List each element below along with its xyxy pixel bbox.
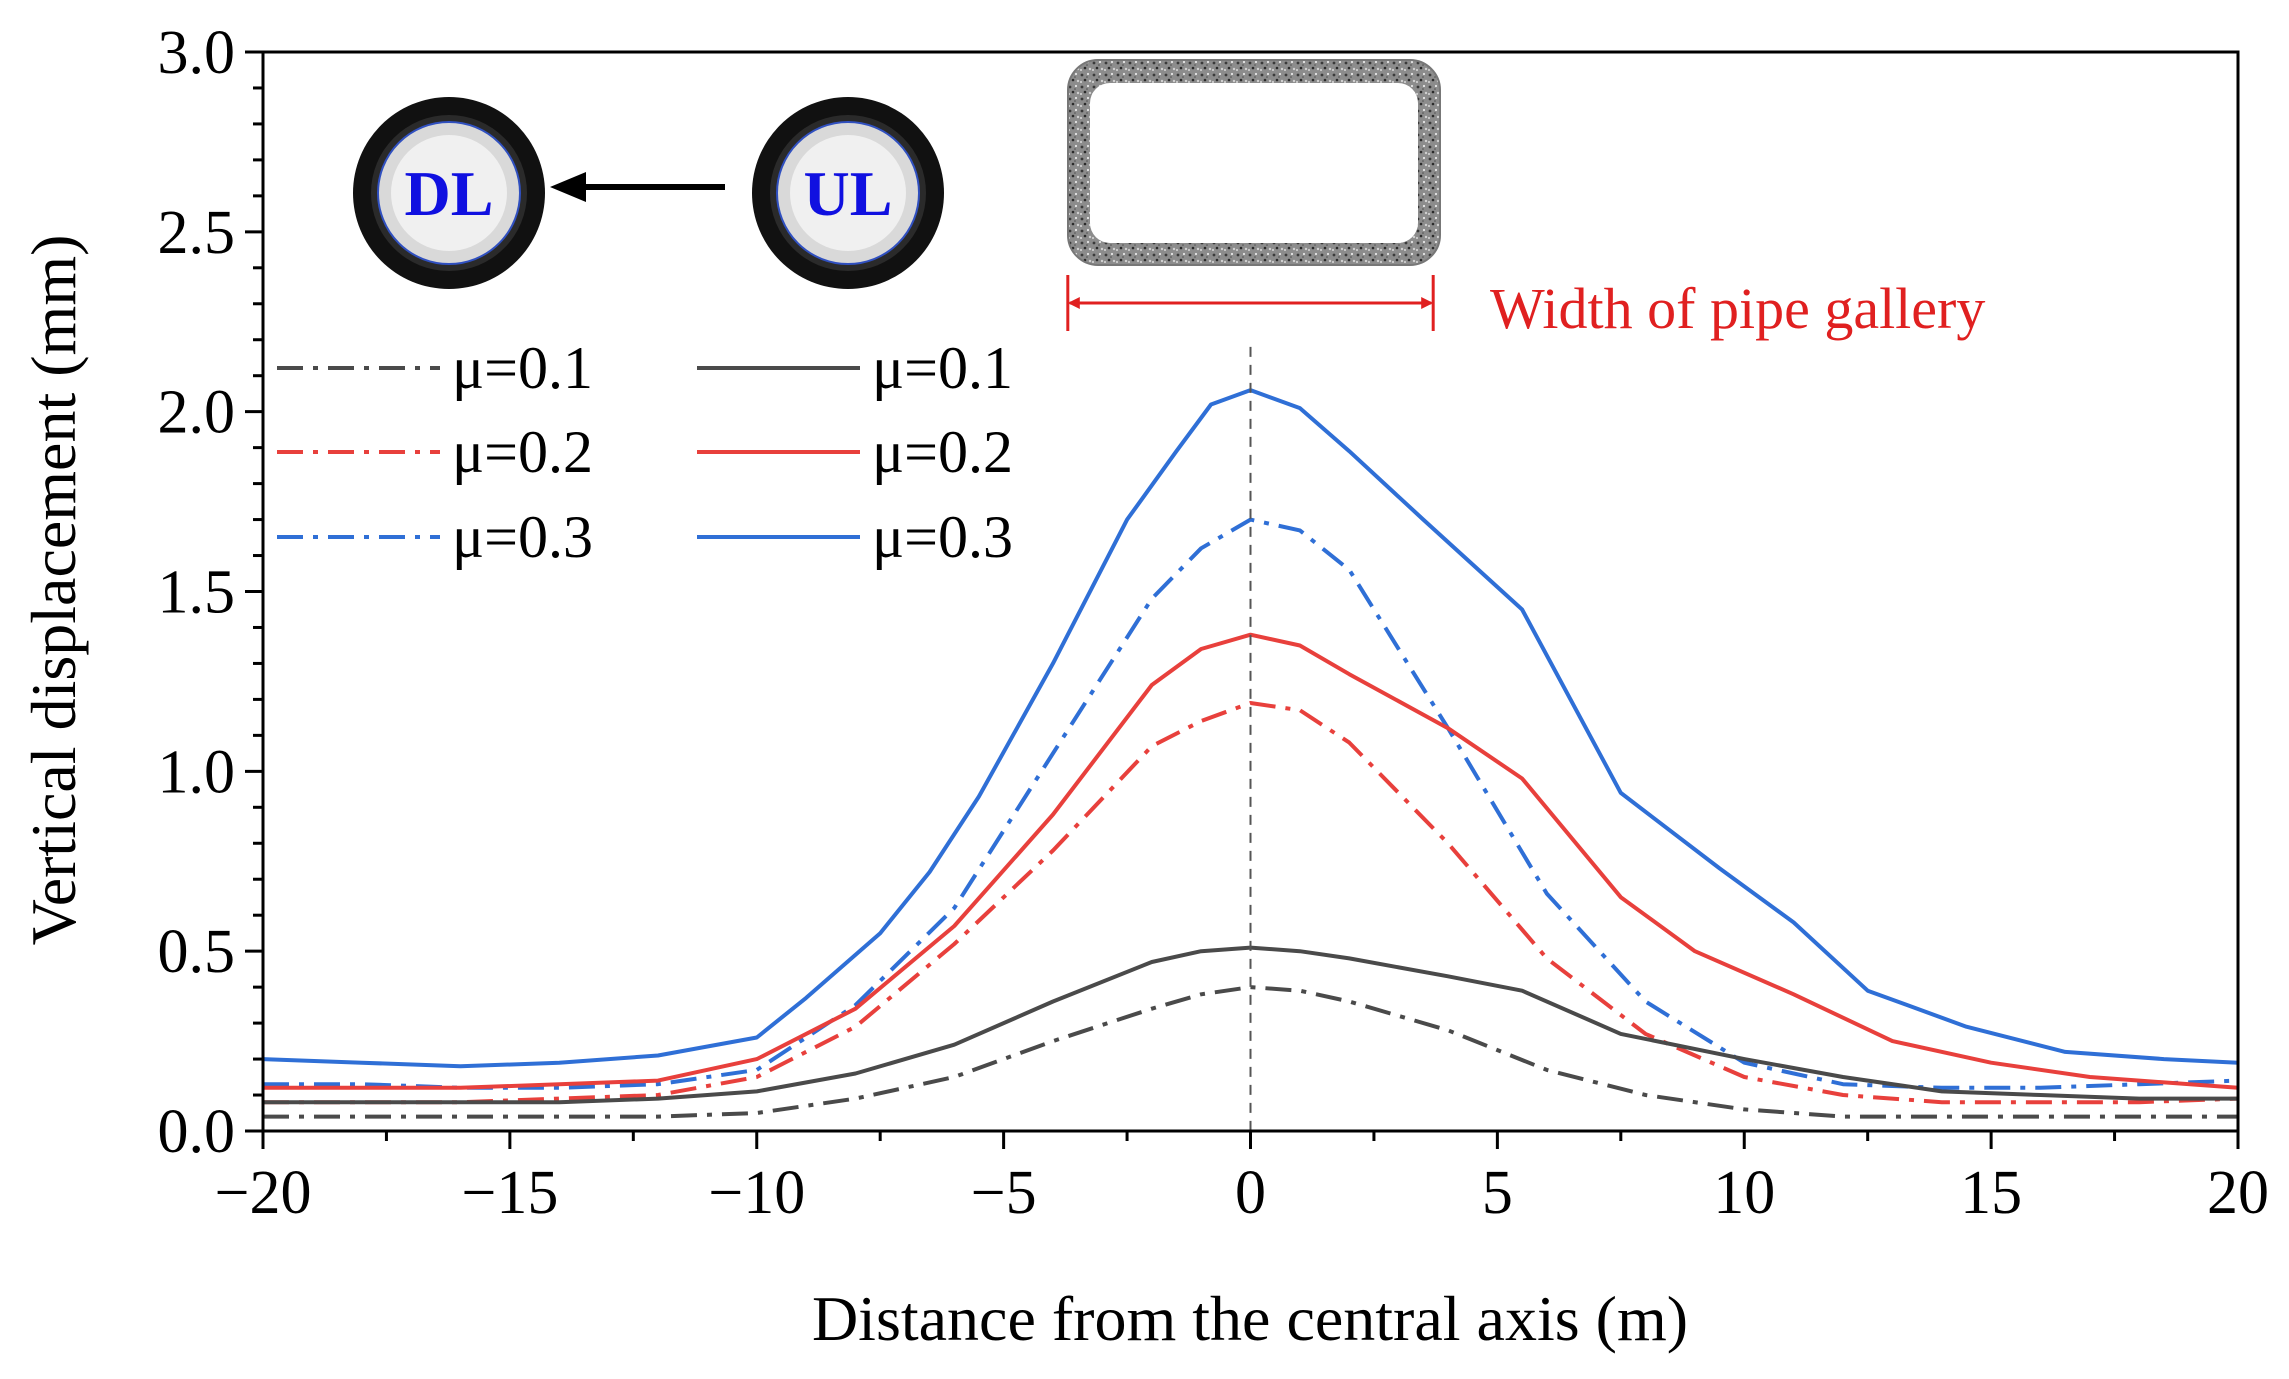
y-tick-label: 0.5 [158, 918, 236, 986]
ul-to-dl-arrow [550, 172, 725, 202]
legend-label: μ=0.2 [872, 419, 1013, 485]
series-line-dl-mu01 [263, 985, 2238, 1119]
y-tick-label: 0.0 [158, 1098, 236, 1166]
pipe-gallery-inner [1090, 83, 1418, 243]
x-tick-label: 20 [2207, 1159, 2269, 1227]
x-tick-label: 5 [1482, 1159, 1513, 1227]
y-tick-label: 2.0 [158, 379, 236, 447]
dl-pipe-label: DL [405, 158, 494, 229]
x-tick-label: −20 [215, 1159, 312, 1227]
dl-pipe-icon: DL [353, 97, 545, 289]
legend-label: μ=0.3 [452, 504, 593, 570]
x-axis-label: Distance from the central axis (m) [812, 1283, 1688, 1354]
x-axis: −20 −15 −10 −5 0 5 10 15 20 [215, 1131, 2269, 1227]
x-tick-label: −5 [971, 1159, 1037, 1227]
x-tick-label: 10 [1713, 1159, 1775, 1227]
pipe-gallery-width-label: Width of pipe gallery [1490, 276, 1985, 341]
legend-label: μ=0.2 [452, 419, 593, 485]
pipe-gallery-schematic [1067, 59, 1441, 266]
y-tick-label: 1.0 [158, 738, 236, 806]
x-tick-label: 15 [1960, 1159, 2022, 1227]
y-tick-label: 3.0 [158, 19, 236, 87]
x-tick-label: −15 [461, 1159, 558, 1227]
series-line-ul-mu02 [263, 632, 2239, 1090]
y-tick-label: 2.5 [158, 199, 236, 267]
legend: μ=0.1 μ=0.2 μ=0.3 μ=0.1 μ=0.2 μ=0.3 [277, 335, 1013, 570]
x-tick-label: 0 [1235, 1159, 1266, 1227]
y-axis: 0.0 0.5 1.0 1.5 2.0 2.5 3.0 [158, 19, 263, 1166]
legend-label: μ=0.1 [872, 335, 1013, 401]
series-line-ul-mu01 [263, 945, 2238, 1105]
ul-pipe-label: UL [804, 158, 893, 229]
legend-label: μ=0.1 [452, 335, 593, 401]
y-tick-label: 1.5 [158, 559, 236, 627]
series-line-ul-mu03 [262, 388, 2239, 1069]
y-axis-label: Vertical displacement (mm) [18, 235, 89, 946]
x-tick-label: −10 [708, 1159, 805, 1227]
series-line-dl-mu02 [263, 701, 2239, 1105]
legend-label: μ=0.3 [872, 504, 1013, 570]
ul-pipe-icon: UL [752, 97, 944, 289]
series-line-dl-mu03 [263, 517, 2239, 1090]
